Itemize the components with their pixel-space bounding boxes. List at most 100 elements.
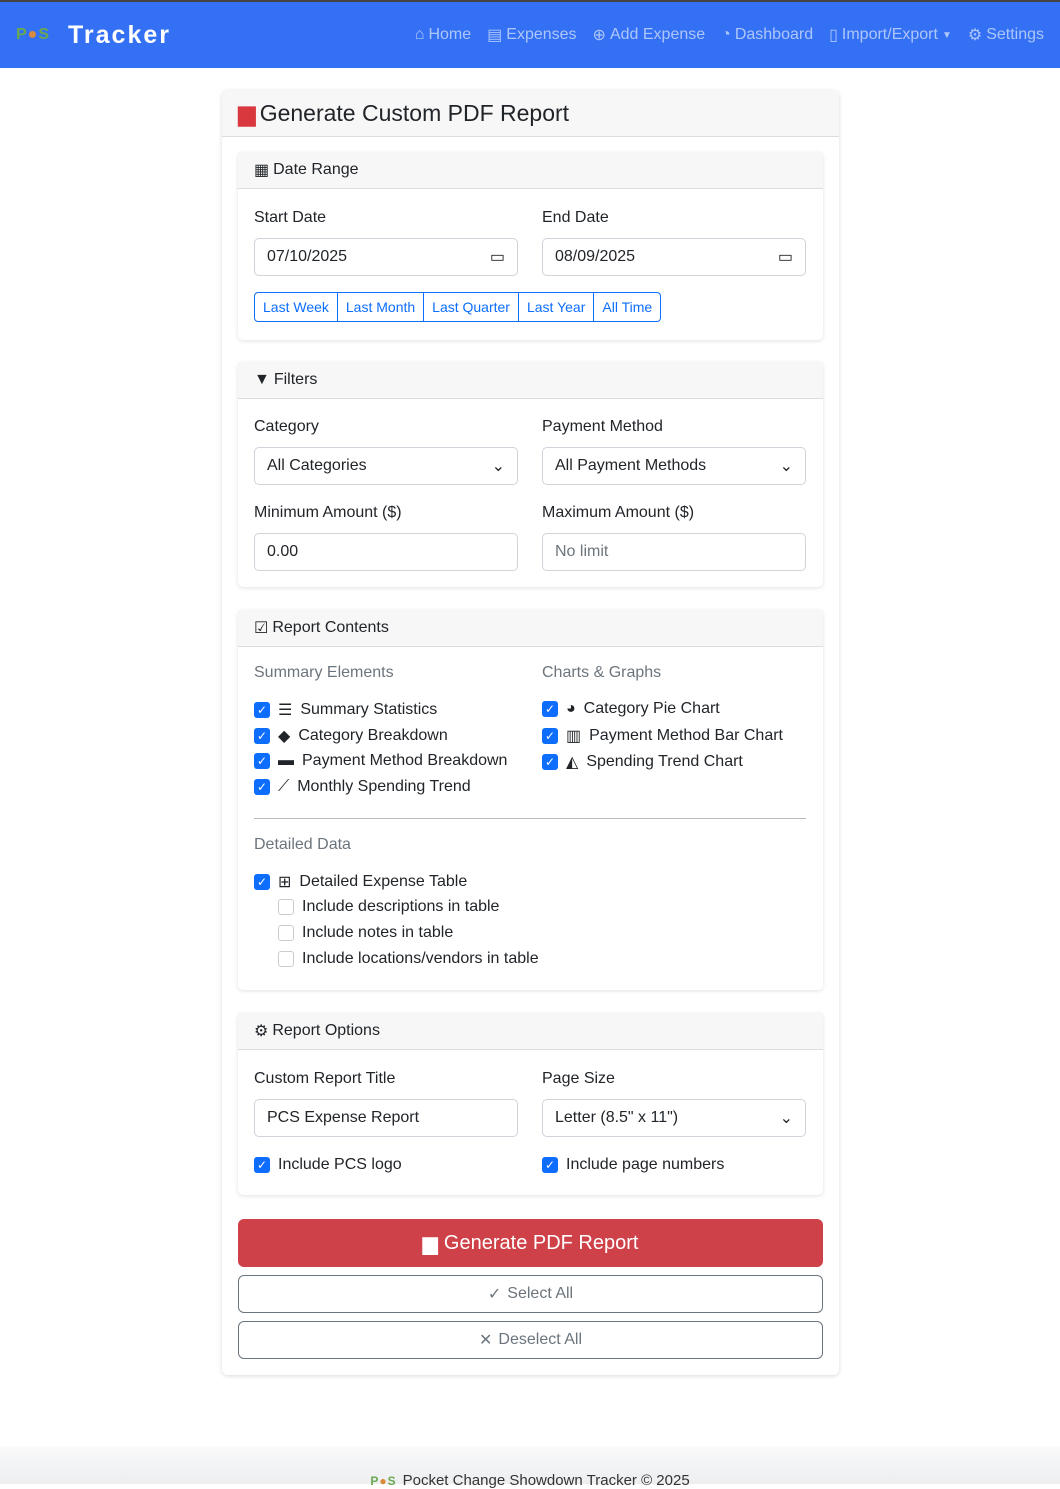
custom-title-input[interactable]: PCS Expense Report <box>254 1099 518 1137</box>
checkbox[interactable] <box>278 951 294 967</box>
calendar-icon[interactable]: ▭ <box>489 249 505 266</box>
pie-chart-icon: ◔ <box>721 26 731 43</box>
checkbox-payment-bar[interactable]: ✓ ▥ Payment Method Bar Chart <box>542 726 783 746</box>
area-chart-icon: ◭ <box>566 754 579 771</box>
generate-pdf-button[interactable]: ▆ Generate PDF Report <box>238 1219 823 1267</box>
button-label: Deselect All <box>498 1331 582 1348</box>
checkbox-category-breakdown[interactable]: ✓ ◆ Category Breakdown <box>254 726 448 746</box>
min-amount-label: Minimum Amount ($) <box>254 504 402 521</box>
checkbox-label: Payment Method Breakdown <box>302 752 508 769</box>
footer-text: Pocket Change Showdown Tracker © 2025 <box>402 1472 690 1489</box>
max-amount-input[interactable]: No limit <box>542 533 806 571</box>
payment-value: All Payment Methods <box>555 457 707 474</box>
chevron-down-icon: ⌄ <box>779 458 793 475</box>
nav-add-expense[interactable]: ⊕ Add Expense <box>593 25 706 45</box>
checkbox[interactable]: ✓ <box>254 728 270 744</box>
table-icon: ⊞ <box>278 874 292 891</box>
end-date-label: End Date <box>542 209 609 226</box>
min-amount-input[interactable]: 0.00 <box>254 533 518 571</box>
file-icon: ▯ <box>829 27 838 44</box>
checkbox-include-descriptions[interactable]: Include descriptions in table <box>278 898 499 916</box>
checkbox[interactable]: ✓ <box>254 753 270 769</box>
checkbox[interactable]: ✓ <box>542 728 558 744</box>
checkbox[interactable] <box>278 899 294 915</box>
brand[interactable]: Tracker <box>68 20 171 49</box>
checkbox-include-locations[interactable]: Include locations/vendors in table <box>278 950 539 968</box>
custom-title-label: Custom Report Title <box>254 1070 396 1087</box>
plus-circle-icon: ⊕ <box>592 27 606 44</box>
checkbox-label: Include page numbers <box>566 1156 725 1173</box>
nav-dashboard[interactable]: ◔ Dashboard <box>721 25 813 45</box>
checkbox[interactable]: ✓ <box>542 1157 558 1173</box>
checkbox[interactable]: ✓ <box>254 702 270 718</box>
checkbox-label: Monthly Spending Trend <box>297 778 471 795</box>
checkbox-label: Include descriptions in table <box>302 898 500 915</box>
end-date-value: 08/09/2025 <box>555 248 636 265</box>
page-title: Generate Custom PDF Report <box>259 99 570 126</box>
gear-icon: ⚙ <box>967 27 983 44</box>
date-presets: Last Week Last Month Last Quarter Last Y… <box>254 292 662 322</box>
checkbox-trend-chart[interactable]: ✓ ◭ Spending Trend Chart <box>542 752 743 772</box>
x-icon: ✕ <box>479 1332 493 1349</box>
nav-import-export[interactable]: ▯ Import/Export ▼ <box>829 25 952 45</box>
footer: P●S Pocket Change Showdown Tracker © 2025 <box>0 1446 1060 1489</box>
checkbox-label: Category Pie Chart <box>583 700 720 717</box>
checkbox[interactable]: ✓ <box>254 874 270 890</box>
checkbox-include-notes[interactable]: Include notes in table <box>278 924 453 942</box>
section-title: Report Options <box>272 1022 380 1039</box>
preset-last-month[interactable]: Last Month <box>338 293 425 321</box>
pcs-logo[interactable]: P●S <box>16 26 51 43</box>
checkbox-summary-statistics[interactable]: ✓ ☰ Summary Statistics <box>254 700 437 720</box>
checkbox[interactable]: ✓ <box>542 754 558 770</box>
charts-title: Charts & Graphs <box>542 664 662 681</box>
payment-select[interactable]: All Payment Methods ⌄ <box>542 447 806 485</box>
preset-last-year[interactable]: Last Year <box>519 293 595 321</box>
checkbox-page-numbers[interactable]: ✓ Include page numbers <box>542 1156 724 1174</box>
divider <box>254 818 806 819</box>
page-size-select[interactable]: Letter (8.5" x 11") ⌄ <box>542 1099 806 1137</box>
category-select[interactable]: All Categories ⌄ <box>254 447 518 485</box>
checkbox[interactable] <box>278 925 294 941</box>
detail-title: Detailed Data <box>254 836 351 853</box>
preset-last-quarter[interactable]: Last Quarter <box>424 293 519 321</box>
preset-all-time[interactable]: All Time <box>602 299 653 315</box>
bar-chart-icon: ▥ <box>566 728 582 745</box>
checkbox[interactable]: ✓ <box>254 1157 270 1173</box>
nav-settings[interactable]: ⚙ Settings <box>968 25 1044 45</box>
start-date-label: Start Date <box>254 209 327 226</box>
nav-label: Expenses <box>506 26 577 43</box>
category-label: Category <box>254 418 319 435</box>
checkbox-label: Include locations/vendors in table <box>302 950 539 967</box>
checkbox-category-pie[interactable]: ✓ ◕ Category Pie Chart <box>542 700 720 718</box>
navbar: P●S Tracker ⌂ Home ▤ Expenses ⊕ Add Expense… <box>0 2 1060 68</box>
nav-label: Import/Export <box>841 26 938 43</box>
date-range-section: ▦ Date Range Start Date 07/10/2025 ▭ End D… <box>238 152 823 340</box>
checkbox-monthly-trend[interactable]: ✓ ⟋ Monthly Spending Trend <box>254 778 471 796</box>
nav-home[interactable]: ⌂ Home <box>415 25 471 45</box>
checkbox-label: Spending Trend Chart <box>586 753 743 770</box>
chevron-down-icon: ⌄ <box>491 458 505 475</box>
checkbox-payment-breakdown[interactable]: ✓ ▬ Payment Method Breakdown <box>254 752 507 770</box>
category-value: All Categories <box>267 457 367 474</box>
start-date-input[interactable]: 07/10/2025 ▭ <box>254 238 518 276</box>
checkbox[interactable]: ✓ <box>254 779 270 795</box>
checkbox-label: Category Breakdown <box>298 727 448 744</box>
calendar-icon: ▦ <box>254 162 270 179</box>
filters-section: ▼ Filters Category All Categories ⌄ Paymen… <box>238 362 823 587</box>
checkbox[interactable]: ✓ <box>542 701 558 717</box>
checkbox-detailed-table[interactable]: ✓ ⊞ Detailed Expense Table <box>254 872 467 892</box>
pie-chart-icon: ◕ <box>566 700 576 717</box>
filter-icon: ▼ <box>254 371 270 388</box>
report-options-section: ⚙ Report Options Custom Report Title PCS … <box>238 1013 823 1195</box>
max-amount-label: Maximum Amount ($) <box>542 504 695 521</box>
end-date-input[interactable]: 08/09/2025 ▭ <box>542 238 806 276</box>
line-chart-icon: ⟋ <box>278 778 290 795</box>
deselect-all-button[interactable]: ✕ Deselect All <box>238 1321 823 1359</box>
select-all-button[interactable]: ✓ Select All <box>238 1275 823 1313</box>
nav-expenses[interactable]: ▤ Expenses <box>487 25 576 45</box>
checkbox-include-logo[interactable]: ✓ Include PCS logo <box>254 1156 402 1174</box>
calendar-icon[interactable]: ▭ <box>777 249 793 266</box>
preset-last-week[interactable]: Last Week <box>255 293 338 321</box>
report-contents-section: ☑ Report Contents Summary Elements Charts… <box>238 610 823 990</box>
file-pdf-icon: ▆ <box>238 99 256 126</box>
